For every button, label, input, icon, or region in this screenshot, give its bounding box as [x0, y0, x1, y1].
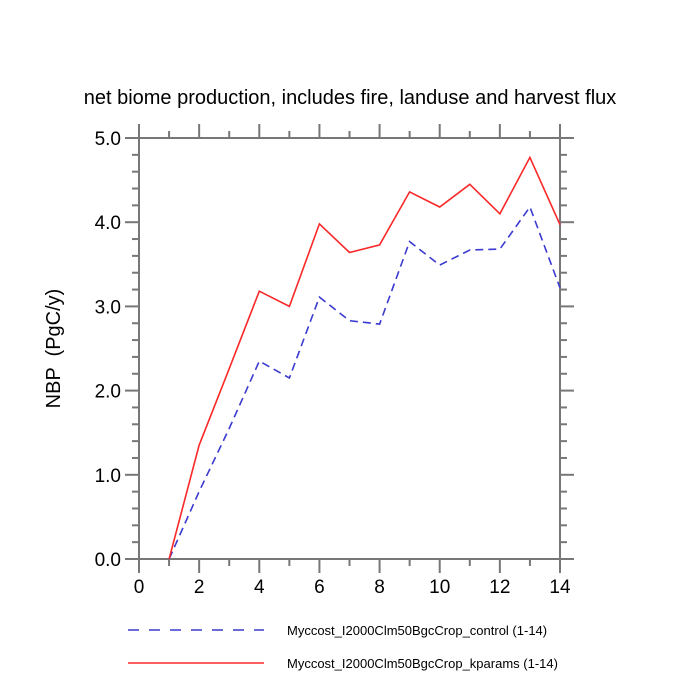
y-tick-label: 2.0	[95, 382, 121, 403]
legend-label-control: Myccost_I2000Clm50BgcCrop_control (1-14)	[287, 622, 548, 638]
y-tick-label: 3.0	[95, 297, 121, 318]
x-tick-label: 6	[314, 577, 325, 598]
chart-title: net biome production, includes fire, lan…	[83, 87, 617, 109]
series-line-control	[168, 205, 561, 560]
legend-entry-kparams: Myccost_I2000Clm50BgcCrop_kparams (1-14)	[127, 654, 558, 672]
legend-line-kparams-solid	[128, 662, 264, 664]
y-tick-label: 0.0	[95, 550, 121, 571]
legend-entry-control: Myccost_I2000Clm50BgcCrop_control (1-14)	[127, 621, 547, 639]
x-tick-label: 10	[429, 577, 450, 598]
legend-label-kparams: Myccost_I2000Clm50BgcCrop_kparams (1-14)	[287, 655, 558, 671]
y-tick-label: 4.0	[95, 213, 121, 234]
x-tick-label: 12	[489, 577, 510, 598]
legend-line-control-dashed	[128, 629, 264, 631]
series-line-kparams	[168, 155, 561, 560]
y-axis-title-label: NBP (PgC/y)	[43, 289, 65, 409]
x-tick-label: 14	[549, 577, 571, 598]
x-tick-label: 4	[254, 577, 265, 598]
y-tick-label: 1.0	[95, 466, 121, 487]
x-tick-label: 0	[134, 577, 145, 598]
y-tick-label: 5.0	[95, 129, 121, 150]
axes-frame	[138, 137, 561, 560]
x-tick-label: 8	[374, 577, 385, 598]
x-tick-label: 2	[194, 577, 205, 598]
